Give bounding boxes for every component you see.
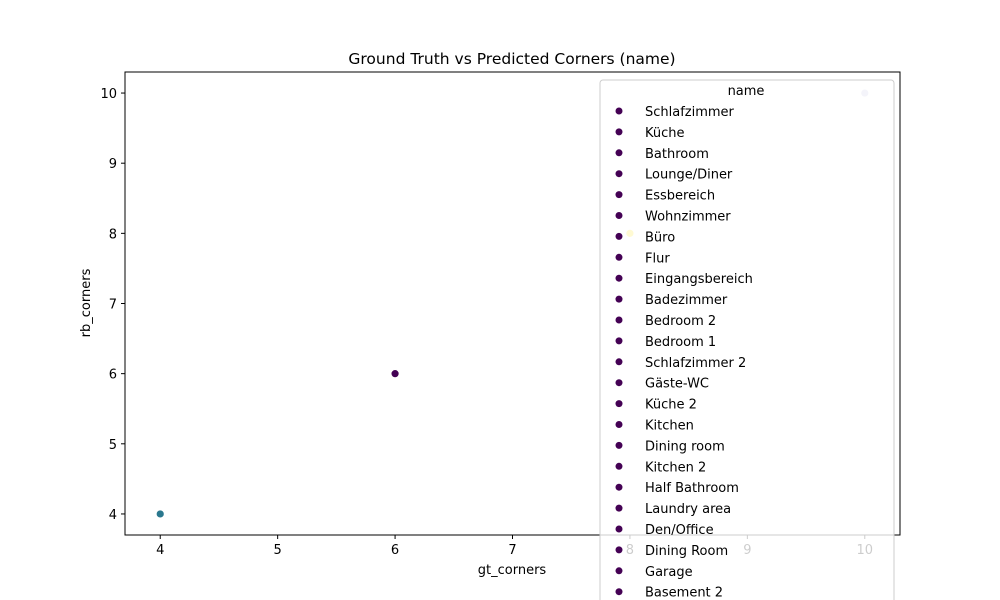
legend-frame <box>599 79 895 600</box>
legend-entry-label: Bedroom 2 <box>645 314 716 329</box>
legend-marker <box>615 462 623 470</box>
legend-marker <box>615 400 623 408</box>
y-tick-label: 6 <box>109 368 117 383</box>
x-tick-label: 7 <box>508 543 516 558</box>
legend-marker <box>615 588 623 596</box>
legend: name Schlafzimmer Küche Bathroom Lounge/Din… <box>599 79 895 600</box>
legend-marker <box>615 149 623 157</box>
y-ticks: 4 5 6 7 8 9 10 <box>100 87 125 523</box>
legend-marker <box>615 337 623 345</box>
legend-marker <box>615 107 623 115</box>
legend-entry-label: Bathroom <box>645 147 709 162</box>
legend-marker <box>615 379 623 387</box>
legend-entry-label: Schlafzimmer <box>645 105 735 120</box>
legend-marker <box>615 504 623 512</box>
y-axis-label: rb_corners <box>79 268 94 337</box>
y-tick-label: 8 <box>109 227 117 242</box>
legend-entry-label: Schlafzimmer 2 <box>645 356 746 371</box>
x-axis-label: gt_corners <box>478 563 547 578</box>
legend-entry-label: Den/Office <box>645 523 714 538</box>
data-point-0 <box>155 509 165 519</box>
legend-marker <box>615 421 623 428</box>
legend-marker <box>615 525 623 533</box>
x-tick-label: 6 <box>391 543 399 558</box>
legend-marker <box>615 191 623 199</box>
legend-marker <box>615 295 623 303</box>
legend-entries: Schlafzimmer Küche Bathroom Lounge/Diner Ess… <box>615 105 753 600</box>
data-point-1 <box>390 369 400 379</box>
y-tick-label: 10 <box>100 87 117 102</box>
legend-marker <box>615 274 623 282</box>
legend-marker <box>615 483 623 491</box>
legend-entry-label: Kitchen 2 <box>645 460 706 475</box>
x-tick-label: 4 <box>156 543 164 558</box>
legend-entry-label: Garage <box>645 565 693 580</box>
legend-marker <box>615 212 623 219</box>
legend-entry-label: Basement 2 <box>645 586 723 600</box>
y-tick-label: 4 <box>109 508 117 523</box>
legend-marker <box>615 316 623 324</box>
y-tick-label: 5 <box>109 438 117 453</box>
x-tick-label: 5 <box>274 543 282 558</box>
legend-entry-label: Badezimmer <box>645 293 728 308</box>
legend-entry-label: Wohnzimmer <box>645 210 731 225</box>
legend-entry-label: Half Bathroom <box>645 481 739 496</box>
legend-entry-label: Essbereich <box>645 189 715 204</box>
legend-marker <box>615 232 623 240</box>
legend-marker <box>615 170 623 178</box>
legend-entry-label: Büro <box>645 230 675 245</box>
legend-title: name <box>728 84 765 99</box>
y-tick-label: 9 <box>109 157 117 172</box>
legend-marker <box>615 128 623 136</box>
legend-entry-label: Lounge/Diner <box>645 168 733 183</box>
legend-marker <box>615 546 623 554</box>
legend-entry-label: Küche 2 <box>645 398 697 413</box>
legend-marker <box>615 441 623 449</box>
legend-marker <box>615 253 623 261</box>
legend-entry-label: Laundry area <box>645 502 731 517</box>
y-tick-label: 7 <box>109 298 117 313</box>
legend-entry-label: Gäste-WC <box>645 377 709 392</box>
legend-entry-label: Bedroom 1 <box>645 335 716 350</box>
legend-entry-label: Kitchen <box>645 419 694 434</box>
legend-entry-label: Küche <box>645 126 685 141</box>
legend-entry-label: Dining room <box>645 439 725 454</box>
legend-entry-label: Eingangsbereich <box>645 272 753 287</box>
legend-entry-label: Flur <box>645 251 670 266</box>
chart-title: Ground Truth vs Predicted Corners (name) <box>348 50 675 68</box>
legend-marker <box>615 358 623 366</box>
legend-entry-label: Dining Room <box>645 544 728 559</box>
legend-marker <box>615 567 623 575</box>
